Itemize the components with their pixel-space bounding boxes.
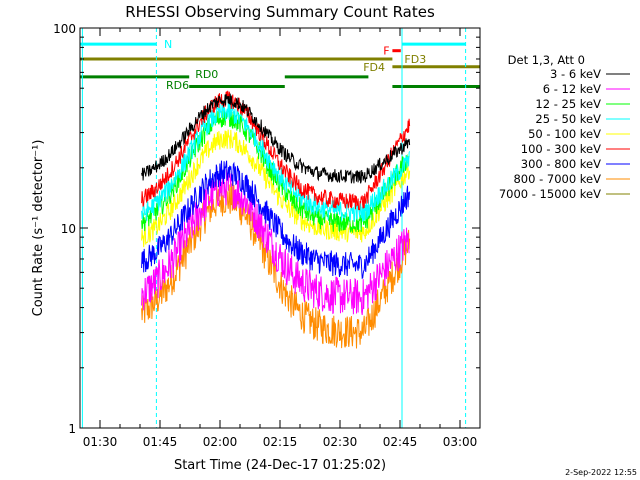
legend-label-0: 3 - 6 keV [550, 67, 601, 81]
series-line-1 [141, 169, 410, 315]
flag-label-7: RD6 [166, 79, 189, 92]
series-line-0 [141, 93, 411, 184]
series-3 [141, 101, 411, 222]
legend-label-7: 800 - 7000 keV [513, 172, 601, 186]
series-2 [141, 107, 410, 234]
footer-date: 2-Sep-2022 12:55 [565, 468, 637, 477]
flag-label-5: RD0 [195, 68, 218, 81]
y-tick-label-2: 100 [53, 22, 76, 36]
legend-label-5: 100 - 300 keV [521, 142, 601, 156]
y-axis-label: Count Rate (s⁻¹ detector⁻¹) [31, 140, 46, 317]
series-7 [141, 183, 411, 349]
legend-label-8: 7000 - 15000 keV [499, 187, 601, 201]
legend-label-2: 12 - 25 keV [535, 97, 601, 111]
chart-title: RHESSI Observing Summary Count Rates [125, 3, 435, 21]
series-line-7 [141, 183, 411, 349]
flag-label-4: FD4 [363, 61, 385, 74]
series-group [141, 90, 411, 349]
plot-frame [79, 27, 481, 429]
y-tick-label-1: 10 [61, 222, 76, 236]
x-tick-label-5: 02:45 [383, 435, 418, 449]
series-line-3 [141, 101, 411, 222]
legend-label-1: 6 - 12 keV [543, 82, 601, 96]
flag-label-2: F [383, 45, 389, 58]
observing-flags: N F FD3 FD4 RD0 RD6 [80, 38, 480, 92]
series-6 [141, 160, 411, 280]
x-tick-label-0: 01:30 [83, 435, 118, 449]
x-tick-label-1: 01:45 [143, 435, 178, 449]
series-line-4 [141, 129, 411, 248]
flag-label-3: FD3 [404, 53, 426, 66]
series-0 [141, 93, 411, 184]
flag-label-0: N [164, 38, 172, 51]
series-4 [141, 129, 411, 248]
series-line-2 [141, 107, 410, 234]
series-line-6 [141, 160, 411, 280]
x-tick-label-2: 02:00 [203, 435, 238, 449]
series-5 [141, 90, 411, 211]
legend-label-4: 50 - 100 keV [528, 127, 601, 141]
legend-label-6: 300 - 800 keV [521, 157, 601, 171]
legend-label-3: 25 - 50 keV [535, 112, 601, 126]
x-tick-label-6: 03:00 [443, 435, 478, 449]
x-axis-label: Start Time (24-Dec-17 01:25:02) [174, 458, 386, 473]
axes: 01:30 01:45 02:00 02:15 02:30 02:45 03:00 1 10 10… [53, 22, 481, 449]
x-tick-label-4: 02:30 [323, 435, 358, 449]
y-tick-label-0: 1 [68, 422, 76, 436]
x-tick-label-3: 02:15 [263, 435, 298, 449]
series-line-5 [141, 90, 411, 211]
series-1 [141, 169, 410, 315]
legend-header: Det 1,3, Att 0 [508, 53, 585, 67]
